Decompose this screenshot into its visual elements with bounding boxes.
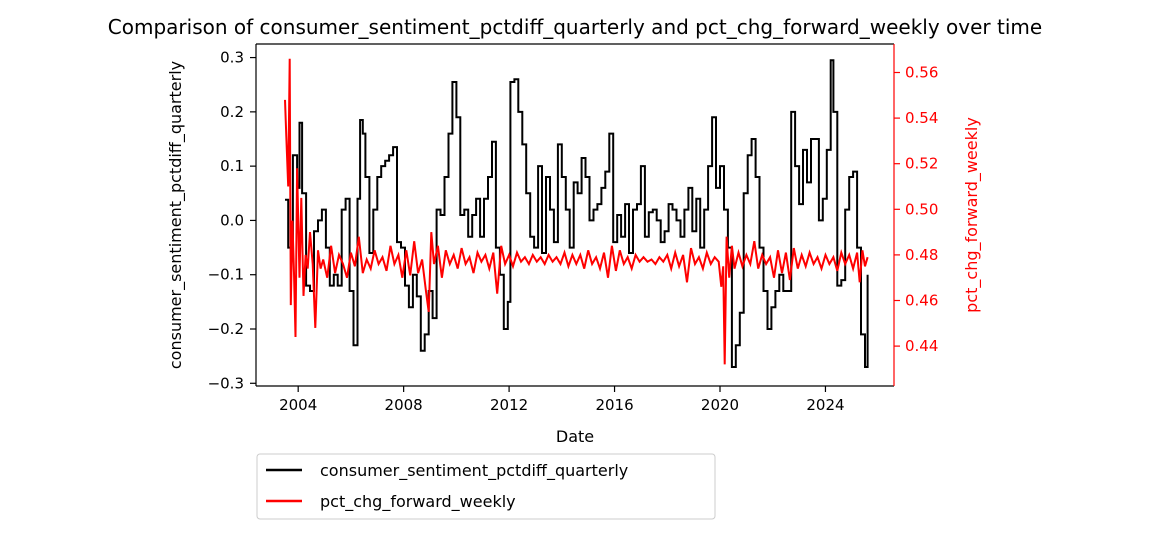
y-right-tick-label: 0.50 [905,200,938,218]
y-left-tick-label: 0.3 [220,49,244,67]
series-line-consumer-sentiment [285,59,869,368]
y-left-tick-label: 0.0 [220,211,244,229]
legend-label-consumer-sentiment: consumer_sentiment_pctdiff_quarterly [320,461,628,481]
x-axis-label: Date [556,427,594,446]
y-right-tick-label: 0.48 [905,246,938,264]
legend: consumer_sentiment_pctdiff_quarterly pct… [256,453,716,520]
y-left-tick-label: −0.2 [208,320,244,338]
series-consumer-sentiment [285,59,869,368]
x-tick-label: 2008 [385,396,423,414]
y-right-tick-label: 0.46 [905,292,938,310]
x-tick-label: 2016 [595,396,633,414]
y-right-tick-label: 0.54 [905,109,938,127]
y-left-tick-label: 0.1 [220,157,244,175]
x-axis-ticks: 2004 2008 2012 2016 2020 2024 [279,386,845,414]
y-left-tick-label: 0.2 [220,103,244,121]
y-right-tick-label: 0.52 [905,155,938,173]
x-tick-label: 2012 [490,396,528,414]
series-line-pct-chg-forward [284,58,869,365]
x-tick-label: 2020 [701,396,739,414]
axes-spines [255,43,895,387]
x-tick-label: 2004 [279,396,317,414]
y-left-tick-label: −0.1 [208,266,244,284]
legend-box [256,453,716,520]
legend-label-pct-chg-forward: pct_chg_forward_weekly [320,492,516,512]
chart-title: Comparison of consumer_sentiment_pctdiff… [108,15,1042,39]
y-left-tick-label: −0.3 [208,374,244,392]
y-left-axis-ticks: −0.3 −0.2 −0.1 0.0 0.1 0.2 0.3 [208,49,256,392]
y-right-tick-label: 0.56 [905,64,938,82]
x-tick-label: 2024 [806,396,844,414]
y-right-axis-ticks: 0.44 0.46 0.48 0.50 0.52 0.54 0.56 [894,64,938,355]
y-right-tick-label: 0.44 [905,337,938,355]
series-pct-chg-forward [284,58,869,365]
y-left-axis-label: consumer_sentiment_pctdiff_quarterly [166,61,186,369]
y-right-axis-label: pct_chg_forward_weekly [962,117,982,313]
